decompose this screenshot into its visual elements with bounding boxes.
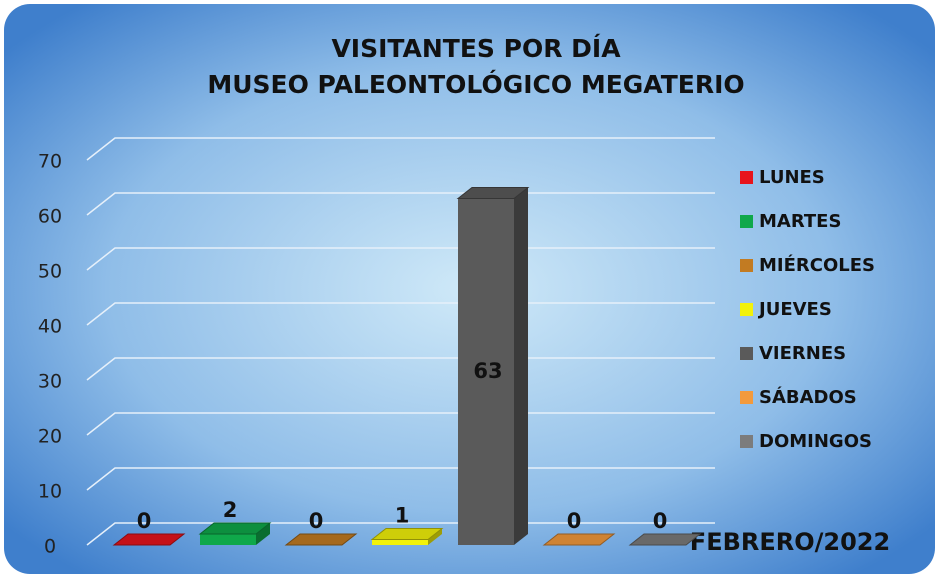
legend-swatch [740,435,753,448]
data-label: 1 [395,504,410,528]
bar [372,539,428,545]
y-tick-label: 20 [38,426,62,448]
legend-label: SÁBADOS [759,386,857,408]
legend-swatch [740,303,753,316]
bar [458,198,514,545]
bar-top [198,522,272,535]
legend-swatch [740,215,753,228]
chart-title: VISITANTES POR DÍA [331,34,621,63]
bar-top [112,533,186,546]
data-label: 0 [309,509,324,533]
bar-top [370,528,444,540]
y-tick-label: 0 [44,536,56,558]
data-label: 2 [223,498,238,522]
legend-swatch [740,347,753,360]
legend-label: MARTES [759,211,841,232]
bar-top [456,187,530,199]
legend-label: DOMINGOS [759,431,872,452]
bar-side [428,528,442,545]
bar [200,534,256,545]
bar-top [628,533,702,546]
data-label: 0 [137,509,152,533]
legend-label: JUEVES [757,299,832,320]
x-category-label: FEBRERO/2022 [690,528,890,556]
legend-label: LUNES [759,167,825,188]
y-tick-label: 10 [38,481,62,503]
bar-side [256,523,270,545]
legend-swatch [740,171,753,184]
bar-top [284,533,358,546]
y-tick-label: 30 [38,371,62,393]
legend-label: VIERNES [759,343,846,364]
y-tick-label: 60 [38,206,62,228]
grid-line [86,137,715,161]
y-tick-label: 50 [38,261,62,283]
bar-top [542,533,616,546]
bar-side [514,187,528,545]
legend-swatch [740,391,753,404]
y-tick-label: 70 [38,151,62,173]
chart-subtitle: MUSEO PALEONTOLÓGICO MEGATERIO [207,69,744,99]
legend-label: MIÉRCOLES [759,254,875,276]
data-label: 0 [567,509,582,533]
y-tick-label: 40 [38,316,62,338]
legend-swatch [740,259,753,272]
data-label: 63 [473,359,502,383]
data-label: 0 [653,509,668,533]
